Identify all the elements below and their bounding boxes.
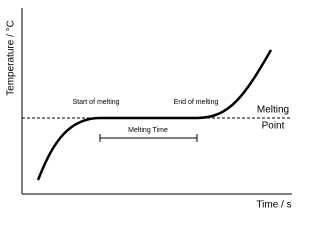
melting-time-label: Melting Time	[128, 127, 168, 134]
melting-point-label: Point	[262, 121, 285, 132]
y-axis-label: Temperature / °C	[6, 20, 17, 96]
diagram: Temperature / °C Time / s Start of melti…	[6, 8, 292, 210]
heating-curve	[36, 49, 273, 181]
melting-point-label: Melting	[257, 105, 289, 116]
x-axis-label: Time / s	[256, 200, 291, 210]
end-label: End of melting	[174, 99, 219, 106]
start-label: Start of melting	[72, 99, 119, 106]
